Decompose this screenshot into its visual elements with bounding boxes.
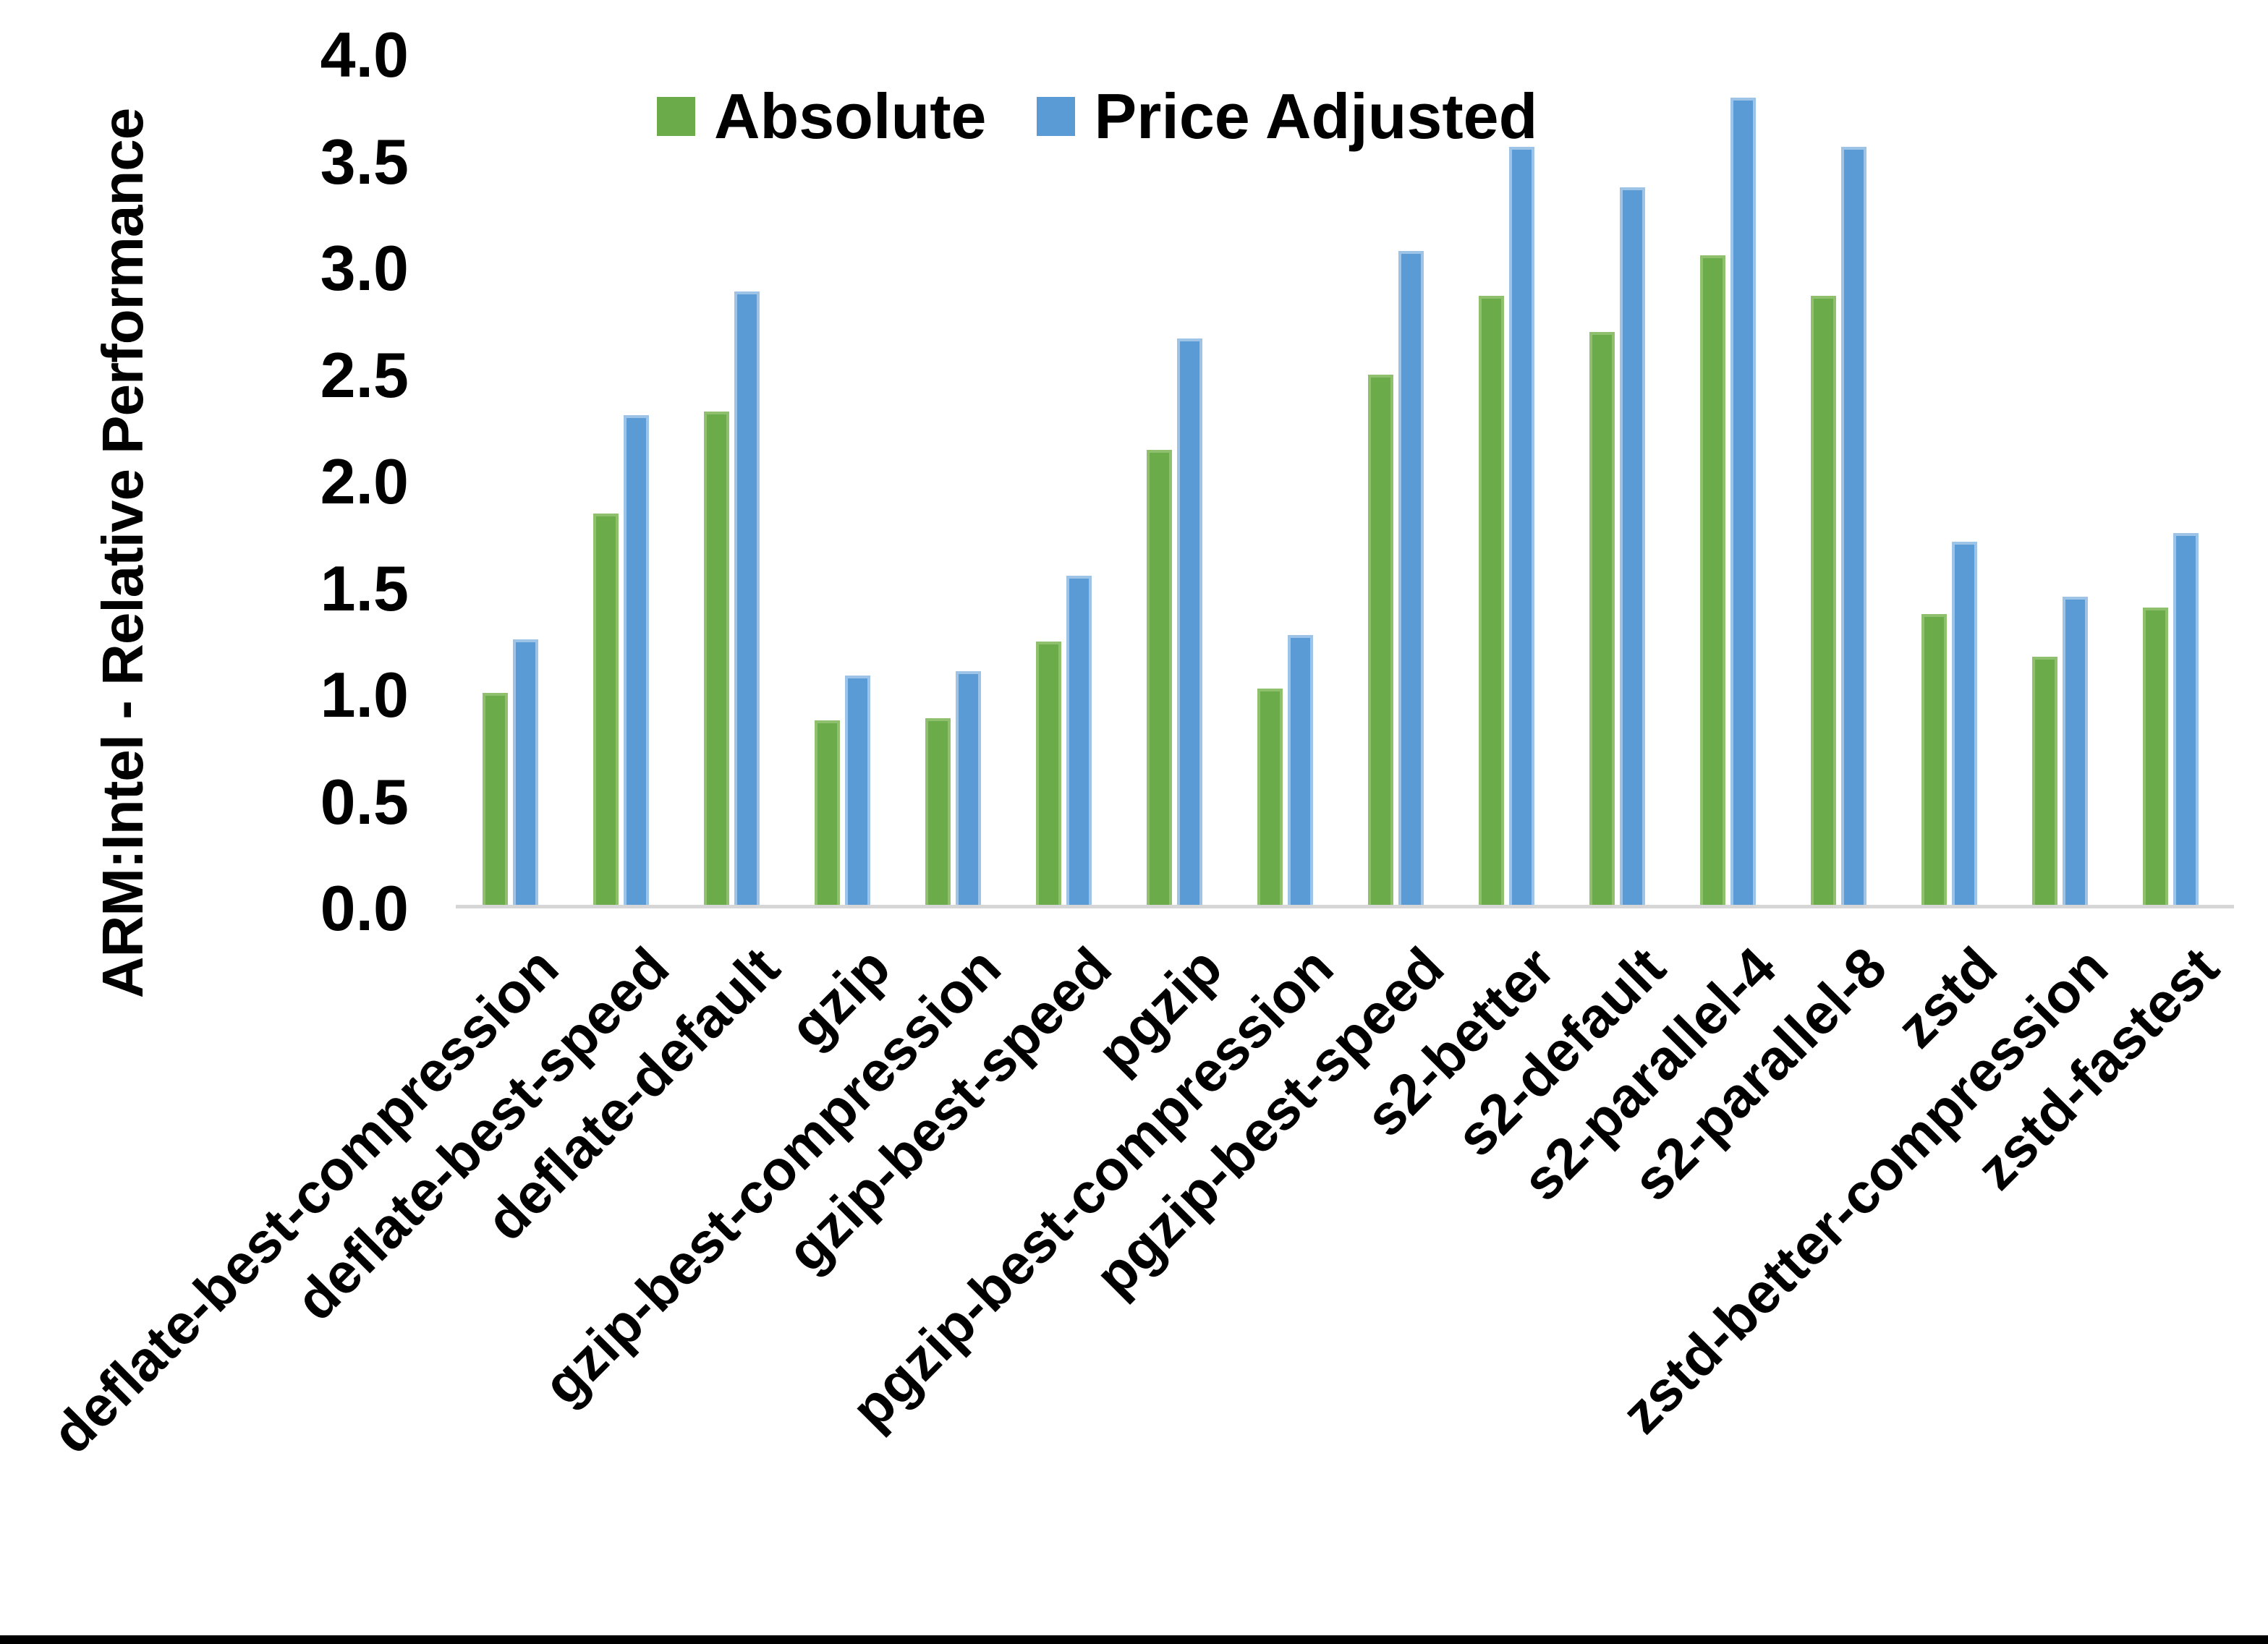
legend-swatch-absolute-icon [657,97,695,136]
bar-absolute-deflate-best-compression [483,693,508,906]
bar-absolute-deflate-best-speed [593,514,619,906]
x-axis-line [456,905,2234,908]
bar-absolute-s2-parallel-8 [1811,296,1836,906]
legend-label-price-adjusted: Price Adjusted [1094,80,1538,152]
bar-absolute-gzip [815,720,840,906]
bar-price-adjusted-s2-parallel-4 [1730,98,1756,906]
legend-item-price-adjusted: Price Adjusted [1037,80,1538,152]
bar-price-adjusted-deflate-best-compression [513,639,538,906]
y-axis-tick-label: 2.5 [320,338,409,411]
legend-swatch-price-adjusted-icon [1037,97,1076,136]
bar-absolute-deflate-default [704,412,729,906]
y-axis-tick-label: 0.5 [320,765,409,838]
y-axis-tick-label: 4.0 [320,19,409,90]
bar-price-adjusted-pgzip-best-compression [1288,635,1313,906]
bar-price-adjusted-gzip-best-compression [956,671,981,906]
y-axis-title: ARM:Intel - Relative Performance [90,108,155,999]
bar-absolute-zstd [1921,614,1947,906]
bar-price-adjusted-zstd-better-compression [2063,597,2088,906]
y-axis-tick-label: 0.0 [320,872,409,944]
bar-absolute-s2-better [1479,296,1504,906]
bar-absolute-zstd-fastest [2143,608,2168,906]
y-axis-tick-label: 2.0 [320,446,409,517]
bar-price-adjusted-s2-parallel-8 [1841,147,1866,906]
bar-price-adjusted-zstd-fastest [2173,533,2199,906]
bar-absolute-gzip-best-speed [1036,642,1061,906]
legend-item-absolute: Absolute [657,80,987,152]
bar-absolute-zstd-better-compression [2032,657,2057,906]
bar-absolute-s2-default [1589,332,1615,906]
bar-price-adjusted-deflate-best-speed [624,415,649,906]
bar-price-adjusted-pgzip-best-speed [1398,251,1424,906]
y-axis-tick-label: 3.5 [320,125,409,197]
bar-absolute-pgzip-best-speed [1368,375,1393,906]
legend: Absolute Price Adjusted [657,80,1538,152]
bar-price-adjusted-gzip-best-speed [1066,576,1092,906]
bar-absolute-pgzip-best-compression [1257,689,1283,906]
legend-label-absolute: Absolute [714,80,987,152]
bar-price-adjusted-pgzip [1177,338,1202,906]
bar-price-adjusted-deflate-default [734,291,760,906]
bar-price-adjusted-gzip [845,676,870,906]
y-axis-tick-label: 1.0 [320,659,409,731]
bottom-border-bar [0,1635,2268,1644]
bar-price-adjusted-s2-better [1509,147,1534,906]
bar-price-adjusted-zstd [1952,542,1977,906]
bar-absolute-pgzip [1147,450,1172,906]
y-axis-tick-label: 1.5 [320,552,409,624]
y-axis-tick-label: 3.0 [320,232,409,304]
bar-absolute-gzip-best-compression [925,718,951,906]
bar-price-adjusted-s2-default [1620,187,1645,906]
bar-absolute-s2-parallel-4 [1700,255,1725,906]
